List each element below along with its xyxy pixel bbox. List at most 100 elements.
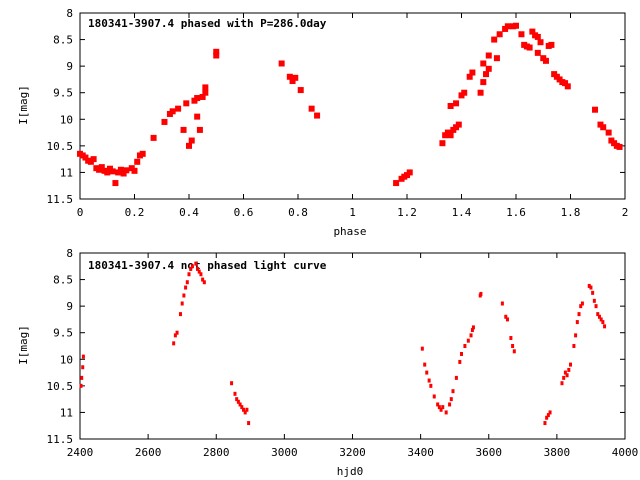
data-point [197, 269, 201, 274]
data-point [406, 169, 413, 176]
y-axis-label: I[mag] [17, 85, 30, 125]
data-point [447, 103, 454, 109]
data-point [548, 41, 555, 48]
data-point [423, 362, 427, 367]
y-tick-label: 9.5 [53, 87, 73, 100]
data-point [601, 320, 605, 325]
y-axis-label: I[mag] [17, 325, 30, 365]
data-point [80, 375, 84, 380]
data-point [420, 346, 424, 351]
data-point [511, 344, 515, 348]
data-point [592, 298, 596, 303]
data-point [437, 405, 441, 410]
data-point [278, 60, 285, 67]
x-tick-label: 3600 [476, 446, 503, 459]
data-point [469, 333, 473, 338]
data-point [596, 312, 600, 317]
y-tick-label: 10 [60, 353, 73, 366]
data-point [190, 264, 194, 269]
data-point [308, 105, 315, 112]
data-point [477, 89, 484, 96]
x-tick-label: 0.8 [288, 206, 308, 219]
data-point [131, 167, 138, 174]
data-point [562, 375, 566, 380]
data-point [196, 266, 200, 271]
data-point [201, 277, 205, 282]
data-point [161, 118, 168, 125]
data-point [448, 402, 452, 407]
data-point [548, 410, 552, 415]
x-tick-label: 3800 [544, 446, 571, 459]
data-point [600, 124, 607, 131]
data-point [483, 71, 490, 78]
x-tick-label: 2400 [67, 446, 94, 459]
data-point [240, 405, 244, 410]
x-tick-label: 0.6 [234, 206, 254, 219]
data-point [81, 354, 85, 359]
y-tick-label: 8 [66, 7, 73, 20]
data-point [186, 142, 192, 149]
data-point [579, 304, 583, 309]
data-point [562, 80, 569, 87]
data-point [543, 421, 547, 426]
data-point [567, 367, 571, 372]
data-point [485, 52, 492, 59]
data-point [480, 60, 487, 67]
data-point [526, 44, 533, 51]
y-tick-label: 10.5 [47, 140, 74, 153]
data-point [187, 272, 191, 277]
data-point [569, 362, 572, 367]
data-point [243, 410, 247, 415]
data-point [183, 100, 190, 107]
data-point [513, 22, 519, 29]
data-point [123, 167, 130, 174]
y-tick-label: 11 [60, 166, 73, 179]
data-point [184, 285, 188, 290]
data-point [505, 317, 509, 322]
data-point [292, 74, 299, 81]
data-point [112, 180, 119, 187]
data-point [81, 365, 85, 370]
x-tick-label: 2800 [203, 446, 230, 459]
data-point [213, 52, 220, 59]
chart-title: 180341-3907.4 phased with P=286.0day [88, 17, 327, 30]
y-tick-label: 9.5 [53, 327, 73, 340]
data-point [444, 410, 448, 415]
data-point [455, 121, 462, 128]
data-point [577, 312, 581, 317]
data-point [537, 39, 544, 46]
y-tick-label: 10.5 [47, 380, 74, 393]
data-point [599, 317, 603, 322]
x-tick-label: 3000 [271, 446, 298, 459]
data-point [491, 36, 498, 43]
data-point [199, 93, 206, 100]
data-point [202, 280, 206, 285]
data-point [286, 73, 293, 80]
y-tick-label: 8.5 [53, 34, 73, 47]
data-point [245, 407, 249, 412]
data-point [512, 349, 516, 354]
data-point [545, 415, 549, 420]
data-point [236, 399, 240, 404]
data-point [235, 397, 239, 402]
data-point [589, 285, 593, 290]
data-point [79, 383, 83, 388]
x-tick-label: 1.2 [397, 206, 417, 219]
data-point [451, 389, 455, 394]
data-point [466, 73, 473, 80]
data-point [139, 150, 146, 157]
y-tick-label: 11 [60, 406, 73, 419]
x-tick-label: 4000 [612, 446, 639, 459]
x-tick-label: 0.2 [125, 206, 145, 219]
data-point [199, 272, 203, 277]
data-point [233, 391, 237, 396]
data-point [479, 291, 483, 296]
x-axis-label: hjd0 [337, 465, 364, 478]
data-point [509, 336, 513, 341]
data-point [185, 280, 189, 285]
x-tick-label: 3400 [407, 446, 434, 459]
data-point [289, 78, 296, 85]
data-point [189, 266, 193, 271]
data-point [194, 95, 201, 102]
data-point [425, 370, 429, 375]
